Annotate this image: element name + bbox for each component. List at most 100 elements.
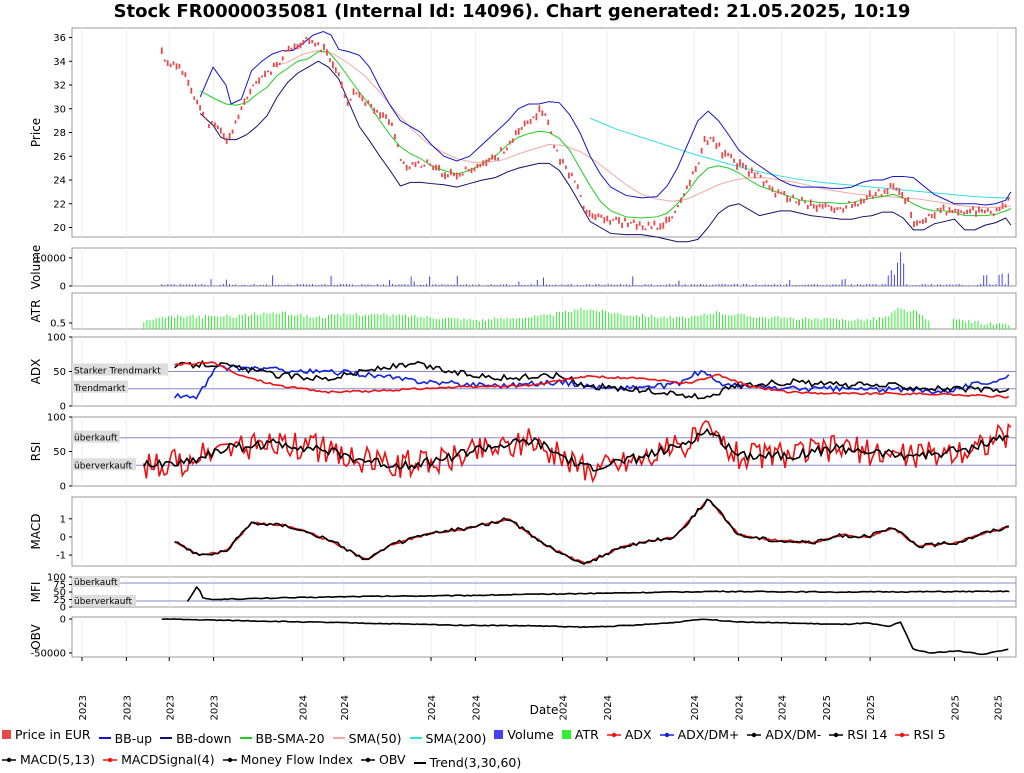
adx-dm-minus-line: [174, 359, 1010, 400]
rsi-ytick-label: 100: [47, 413, 66, 424]
price-candle: [907, 197, 910, 202]
price-candle: [447, 174, 449, 178]
price-candle: [992, 213, 995, 217]
price-candle: [541, 110, 544, 117]
legend-label: BB-SMA-20: [255, 730, 325, 746]
price-candle: [567, 172, 570, 179]
x-tick-label: 02/2024: [340, 695, 351, 720]
legend-swatch: [98, 737, 111, 739]
adx-label-trend: Trendmarkt: [73, 384, 126, 394]
price-candle: [511, 138, 514, 143]
macd-ylabel: MACD: [29, 514, 43, 550]
legend-item: SMA(200): [409, 728, 487, 749]
price-candle: [213, 122, 216, 128]
price-candle: [426, 159, 429, 163]
price-candle: [759, 174, 762, 178]
price-candle: [488, 157, 491, 162]
legend-label: ADX/DM+: [677, 727, 740, 742]
price-candle: [452, 172, 455, 177]
price-candle: [588, 210, 591, 217]
price-candle: [402, 161, 405, 165]
price-candle: [989, 210, 992, 214]
price-candle: [921, 219, 924, 224]
price-candle: [547, 119, 550, 125]
price-candle: [895, 187, 898, 191]
legend-label: ATR: [574, 727, 599, 742]
price-candle: [615, 216, 617, 220]
legend-marker: [606, 732, 621, 738]
legend-swatch: [2, 730, 11, 739]
atr-ylabel: ATR: [29, 300, 43, 323]
price-candle: [618, 217, 620, 224]
price-candle: [246, 96, 249, 100]
price-candle: [727, 152, 730, 157]
price-candle: [665, 216, 668, 224]
x-axis-label: Date: [530, 703, 559, 717]
legend-swatch: [360, 749, 375, 770]
price-candle: [812, 203, 815, 209]
legend-label: SMA(200): [425, 730, 487, 746]
rsi-label-bg: [72, 430, 120, 443]
price-candle: [193, 96, 196, 100]
price-candle: [181, 70, 184, 75]
x-tick-label: 11/2023: [210, 695, 221, 720]
price-candle: [399, 158, 402, 161]
price-candle: [582, 205, 585, 210]
price-candle: [390, 122, 393, 126]
price-candle: [998, 207, 1001, 212]
price-candle: [612, 218, 615, 221]
price-candle: [573, 180, 576, 183]
price-candle: [668, 216, 671, 223]
price-candle: [281, 56, 284, 61]
price-candle: [913, 221, 915, 228]
price-candle: [606, 215, 609, 222]
price-candle: [388, 119, 390, 125]
price-candle: [680, 197, 682, 203]
price-candle: [753, 172, 756, 179]
price-candle: [261, 75, 263, 78]
legend-label: Price in EUR: [15, 727, 91, 742]
price-candle: [532, 116, 535, 119]
legend-item: ATR: [561, 724, 599, 745]
price-candle: [464, 166, 467, 170]
price-candle: [806, 205, 809, 210]
price-candle: [939, 207, 942, 214]
chart-title: Stock FR0000035081 (Internal Id: 14096).…: [113, 1, 911, 22]
price-ytick-label: 30: [53, 104, 66, 115]
price-candle: [632, 219, 635, 224]
price-candle: [883, 189, 886, 194]
price-candle: [302, 40, 305, 45]
price-candle: [780, 191, 783, 195]
price-candle: [886, 188, 889, 195]
price-candle: [862, 198, 865, 204]
price-candle: [559, 158, 561, 165]
mfi-line: [186, 585, 1010, 602]
price-candle: [789, 197, 792, 202]
price-candle: [308, 38, 311, 45]
price-candle: [550, 131, 553, 135]
obv-ylabel: OBV: [29, 623, 43, 649]
price-candle: [364, 102, 367, 107]
price-candle: [730, 153, 733, 159]
price-candle: [765, 180, 768, 183]
legend-item: OBV: [360, 749, 406, 770]
x-tick-label: 04/2025: [950, 695, 961, 720]
rsi-label-bg: [72, 458, 136, 471]
legend-label: MACDSignal(4): [121, 751, 215, 767]
legend-swatch: [239, 737, 252, 739]
price-candle: [411, 162, 414, 165]
legend-label: Money Flow Index: [240, 751, 353, 767]
price-candle: [376, 109, 379, 113]
adx-ytick-label: 50: [53, 367, 66, 378]
price-candle: [187, 79, 190, 86]
price-candle: [815, 204, 818, 212]
price-candle: [553, 145, 556, 149]
price-candle: [405, 164, 408, 171]
price-candle: [385, 114, 387, 119]
price-candle: [169, 63, 172, 68]
price-candle: [205, 117, 207, 120]
price-candle: [774, 192, 777, 198]
price-candle: [674, 210, 676, 214]
price-candle: [857, 203, 859, 207]
x-tick-label: 11/2024: [735, 695, 746, 720]
